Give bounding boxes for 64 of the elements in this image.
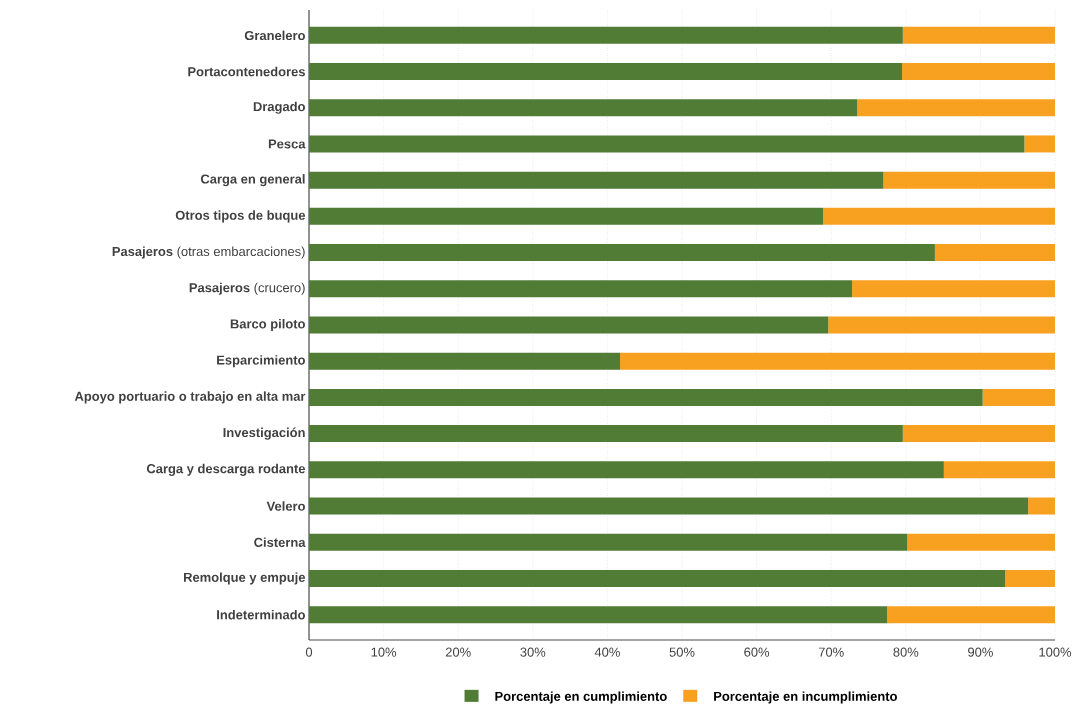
y-tick-label: Remolque y empuje xyxy=(184,572,306,585)
bar xyxy=(309,26,903,44)
y-tick-label: Investigación xyxy=(223,427,305,440)
bar xyxy=(823,207,1056,225)
bar xyxy=(309,461,944,479)
bar xyxy=(934,244,1056,262)
y-tick-label: Indeterminado xyxy=(217,609,305,620)
bar xyxy=(309,207,823,225)
bar xyxy=(852,280,1056,298)
x-tick-label: 100% xyxy=(1039,647,1072,657)
y-tick-label: Apoyo portuario o trabajo en alta mar xyxy=(74,391,306,404)
legend-label: Porcentaje en incumplimiento xyxy=(714,691,897,704)
bar xyxy=(828,316,1056,334)
bar xyxy=(902,425,1056,443)
bar xyxy=(309,244,935,262)
bar xyxy=(309,606,888,624)
bar xyxy=(309,497,1029,515)
bar xyxy=(309,352,621,370)
x-tick-label: 10% xyxy=(371,647,397,657)
bar xyxy=(902,26,1056,44)
x-tick-label: 50% xyxy=(669,647,695,657)
bar xyxy=(1028,497,1056,515)
x-tick-label: 90% xyxy=(968,647,993,657)
y-tick-label: Velero xyxy=(266,501,305,511)
bar xyxy=(883,171,1056,189)
y-tick-label: Esparcimiento xyxy=(217,355,305,368)
bar xyxy=(309,99,858,117)
x-tick-label: 30% xyxy=(520,647,546,657)
bar xyxy=(887,606,1056,624)
bar xyxy=(620,352,1056,370)
bar xyxy=(309,171,884,189)
bar xyxy=(1005,569,1056,587)
bar xyxy=(309,280,853,298)
x-tick-label: 0 xyxy=(305,647,313,657)
y-tick-label: Barco piloto xyxy=(230,318,305,332)
bar xyxy=(309,388,983,406)
bar xyxy=(907,533,1056,551)
bar xyxy=(309,135,1025,153)
y-tick-label: Otros tipos de buque xyxy=(175,210,306,223)
y-tick-label: Pasajeros (crucero) xyxy=(189,282,305,295)
y-tick-label: Granelero xyxy=(244,30,305,41)
x-tick-label: 20% xyxy=(445,647,471,657)
legend-label: Porcentaje en cumplimiento xyxy=(495,691,667,704)
bar xyxy=(309,63,903,81)
bar xyxy=(309,569,1006,587)
y-tick-label: Pasajeros (otras embarcaciones) xyxy=(112,246,305,259)
bar xyxy=(309,533,908,551)
x-tick-label: 70% xyxy=(818,647,844,657)
y-tick-label: Cisterna xyxy=(254,537,306,547)
y-tick-label: Pesca xyxy=(268,139,306,149)
bar xyxy=(309,425,903,443)
x-tick-label: 80% xyxy=(893,647,919,657)
x-tick-label: 40% xyxy=(594,647,620,657)
bar xyxy=(902,63,1056,81)
bar xyxy=(857,99,1056,117)
y-tick-label: Carga en general xyxy=(200,174,305,187)
bar xyxy=(309,316,829,334)
y-tick-label: Carga y descarga rodante xyxy=(146,463,306,476)
y-tick-label: Dragado xyxy=(253,101,305,114)
y-tick-label: Portacontenedores xyxy=(188,66,305,77)
bar xyxy=(982,388,1056,406)
x-tick-label: 60% xyxy=(744,647,770,657)
bar xyxy=(943,461,1056,479)
bar xyxy=(1024,135,1056,153)
